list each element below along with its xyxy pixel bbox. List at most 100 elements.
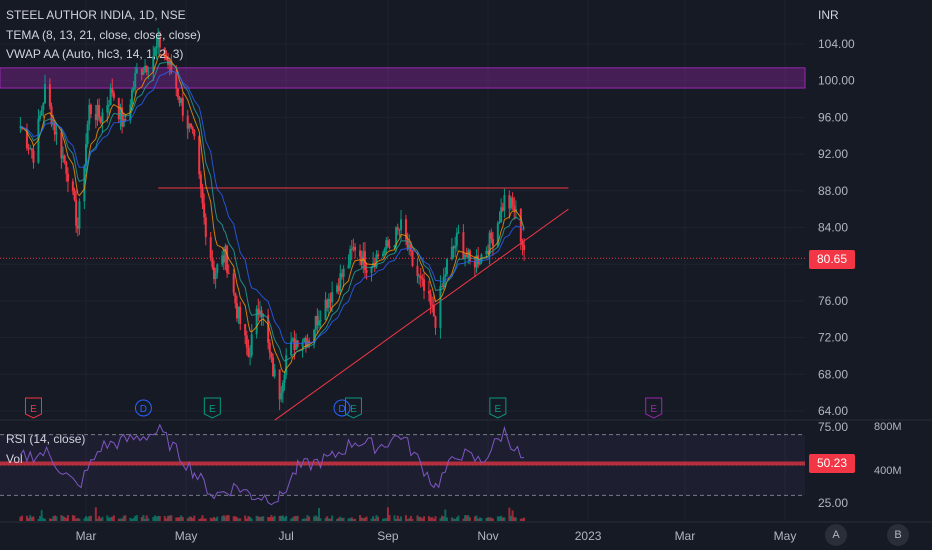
candle-body bbox=[232, 273, 235, 293]
volume-bar bbox=[221, 516, 224, 521]
volume-bar bbox=[235, 517, 238, 521]
candle-body bbox=[117, 98, 120, 120]
symbol-title[interactable]: STEEL AUTHOR INDIA, 1D, NSE bbox=[6, 8, 186, 22]
volume-bar bbox=[318, 508, 320, 521]
candle-body bbox=[370, 266, 373, 273]
candle-body bbox=[421, 278, 424, 280]
volume-bar bbox=[83, 518, 86, 521]
candle-body bbox=[301, 342, 304, 347]
candle-body bbox=[132, 87, 135, 91]
volume-bar bbox=[132, 517, 135, 521]
vwap-indicator-label[interactable]: VWAP AA (Auto, hlc3, 14, 1, 2, 3) bbox=[6, 47, 184, 61]
volume-bar bbox=[441, 515, 444, 521]
volume-bar bbox=[53, 515, 56, 521]
candle-body bbox=[199, 174, 202, 189]
volume-bar bbox=[42, 518, 45, 521]
price-tick-label: 88.00 bbox=[818, 184, 848, 198]
volume-bar bbox=[37, 518, 40, 521]
auto-scale-button[interactable]: A bbox=[825, 524, 847, 546]
candle-body bbox=[158, 37, 161, 48]
volume-bar bbox=[326, 516, 329, 521]
candle-body bbox=[408, 244, 411, 250]
volume-bar bbox=[112, 515, 115, 521]
candle-body bbox=[478, 262, 481, 265]
candle-body bbox=[404, 219, 407, 240]
volume-bar bbox=[71, 515, 74, 521]
volume-bar bbox=[214, 518, 217, 521]
rsi-indicator-label[interactable]: RSI (14, close) bbox=[6, 432, 86, 446]
volume-bar bbox=[314, 515, 317, 521]
volume-bar bbox=[477, 518, 480, 521]
candle-body bbox=[245, 335, 248, 348]
volume-bar bbox=[452, 518, 455, 521]
candle-body bbox=[258, 310, 261, 314]
volume-bar bbox=[296, 515, 299, 521]
volume-bar bbox=[216, 516, 219, 521]
candle-body bbox=[398, 229, 401, 231]
candle-body bbox=[178, 97, 181, 104]
candle-body bbox=[112, 92, 115, 99]
volume-indicator-label[interactable]: Vol bbox=[6, 452, 23, 466]
candle-body bbox=[216, 264, 219, 273]
volume-bar bbox=[106, 515, 109, 521]
volume-bar bbox=[178, 516, 181, 521]
volume-bar bbox=[473, 516, 476, 521]
volume-bar bbox=[278, 515, 281, 521]
volume-bar bbox=[423, 516, 426, 521]
candle-body bbox=[203, 203, 206, 218]
volume-bar bbox=[109, 517, 112, 521]
candle-body bbox=[418, 275, 421, 277]
volume-bar bbox=[32, 516, 35, 521]
volume-bar bbox=[359, 515, 362, 521]
volume-bar bbox=[55, 516, 58, 521]
candle-body bbox=[239, 306, 242, 325]
candle-body bbox=[513, 205, 516, 212]
candle-body bbox=[324, 299, 327, 321]
candle-body bbox=[180, 98, 183, 104]
candle-body bbox=[267, 315, 270, 343]
candle-body bbox=[468, 250, 471, 261]
volume-bar bbox=[117, 518, 120, 521]
candle-body bbox=[190, 123, 193, 128]
price-tick-label: 100.00 bbox=[818, 74, 855, 88]
earnings-marker: E bbox=[645, 397, 663, 419]
volume-bar bbox=[285, 515, 288, 521]
volume-bar bbox=[119, 518, 122, 521]
volume-bar bbox=[373, 518, 376, 521]
candle-body bbox=[272, 357, 275, 377]
candle-body bbox=[293, 338, 296, 350]
candle-body bbox=[359, 250, 362, 257]
candle-body bbox=[308, 340, 311, 344]
candle-body bbox=[347, 264, 350, 269]
volume-bar bbox=[421, 518, 424, 521]
volume-bar bbox=[39, 515, 42, 521]
candle-body bbox=[27, 148, 30, 150]
candle-body bbox=[462, 232, 465, 258]
price-tick-label: 64.00 bbox=[818, 404, 848, 418]
volume-bar bbox=[30, 517, 33, 521]
volume-bar bbox=[158, 516, 161, 521]
candle-body bbox=[432, 304, 435, 317]
candle-body bbox=[457, 232, 460, 234]
volume-bar bbox=[234, 516, 237, 521]
candle-body bbox=[60, 132, 63, 159]
settings-b-button[interactable]: B bbox=[887, 524, 909, 546]
volume-bar bbox=[98, 516, 101, 521]
candle-body bbox=[226, 245, 229, 273]
volume-bar bbox=[352, 518, 355, 521]
volume-bar bbox=[383, 518, 386, 521]
volume-bar bbox=[226, 515, 229, 521]
candle-body bbox=[350, 248, 353, 250]
marker-label: E bbox=[209, 404, 216, 415]
volume-bar bbox=[245, 518, 248, 521]
candle-body bbox=[278, 369, 281, 400]
volume-bar bbox=[488, 517, 491, 521]
volume-bar bbox=[27, 518, 30, 521]
candle-body bbox=[212, 267, 215, 280]
volume-bar bbox=[478, 517, 481, 521]
price-tick-label: 76.00 bbox=[818, 294, 848, 308]
candle-body bbox=[441, 286, 444, 288]
tema-indicator-label[interactable]: TEMA (8, 13, 21, close, close, close) bbox=[6, 28, 201, 42]
volume-bar bbox=[419, 517, 422, 521]
